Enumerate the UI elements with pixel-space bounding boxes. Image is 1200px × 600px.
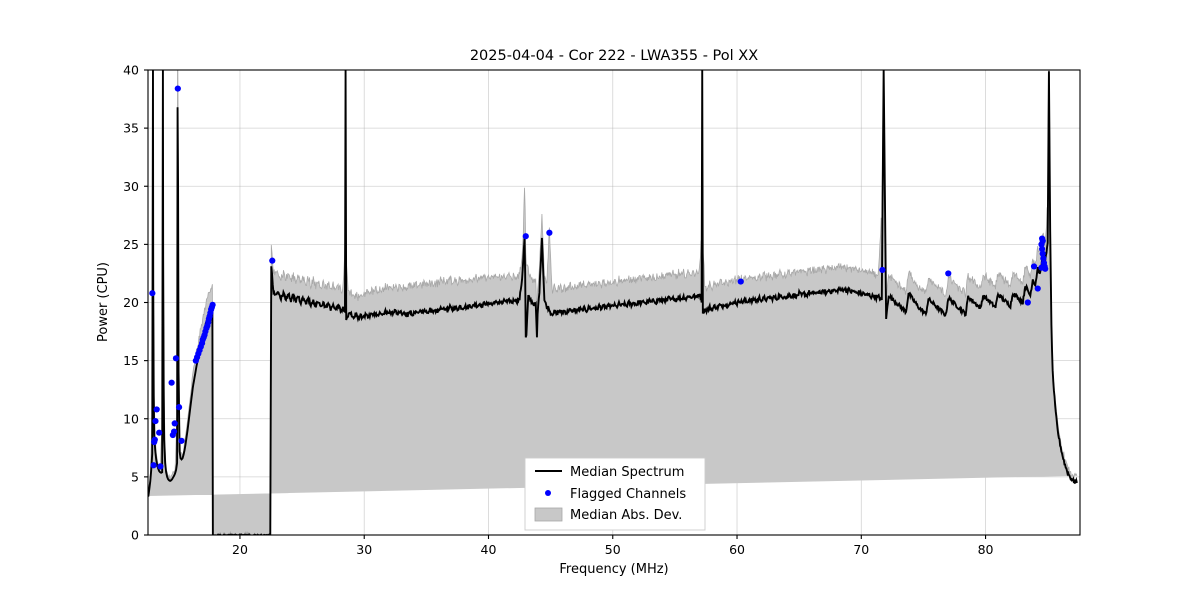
axes-spines: [147, 69, 1081, 536]
y-axis-label: Power (CPU): [96, 262, 111, 342]
median-spectrum-line: [148, 70, 1078, 535]
y-tick-label: 40: [123, 63, 139, 78]
flagged-channel-marker: [1040, 255, 1047, 262]
legend-entry-median-spectrum: Median Spectrum: [535, 465, 684, 480]
flagged-channel-marker: [151, 436, 158, 443]
flagged-channel-marker: [945, 270, 952, 277]
flagged-channel-marker: [879, 266, 886, 274]
flagged-channel-marker: [737, 278, 744, 285]
y-tick-label: 35: [123, 121, 139, 136]
x-tick-label: 50: [605, 542, 621, 557]
median-abs-dev-band: [148, 70, 1077, 535]
flagged-channel-marker: [1039, 235, 1046, 242]
x-tick-label: 60: [729, 542, 745, 557]
flagged-channel-marker: [209, 301, 216, 308]
flagged-channel-marker: [1024, 299, 1031, 306]
flagged-channel-marker: [522, 233, 529, 240]
legend-marker-swatch: [545, 490, 551, 496]
flagged-channel-marker: [153, 406, 160, 413]
flagged-channel-marker: [1038, 264, 1045, 271]
flagged-channel-marker: [149, 290, 156, 297]
flagged-channel-marker: [1034, 285, 1041, 292]
flagged-channel-marker: [171, 428, 178, 435]
flagged-channel-marker: [150, 462, 157, 469]
legend-entry-median-abs-dev: Median Abs. Dev.: [534, 507, 682, 523]
x-axis-label: Frequency (MHz): [559, 562, 668, 577]
x-tick-label: 30: [356, 542, 372, 557]
legend-label-median-spectrum: Median Spectrum: [570, 465, 684, 480]
legend-patch-swatch: [534, 507, 563, 522]
median-abs-dev-edge: [148, 70, 1078, 535]
x-tick-label: 80: [978, 542, 994, 557]
x-tick-labels: 20 30 40 50 60 70 80: [232, 542, 994, 557]
y-tick-label: 5: [131, 469, 139, 484]
axis-ticks: [144, 69, 987, 539]
legend: Median Spectrum Flagged Channels Median …: [524, 457, 706, 531]
y-tick-label: 25: [123, 237, 139, 252]
x-tick-label: 70: [853, 542, 869, 557]
flagged-channel-marker: [178, 437, 185, 444]
flagged-channel-marker: [1030, 263, 1038, 270]
flagged-channel-marker: [172, 355, 180, 362]
y-tick-label: 15: [123, 353, 139, 368]
legend-entry-flagged-channels: Flagged Channels: [545, 487, 686, 502]
flagged-channel-marker: [174, 85, 181, 92]
legend-label-flagged-channels: Flagged Channels: [570, 487, 686, 502]
flagged-channel-marker: [269, 257, 276, 264]
flagged-channel-marker: [1039, 250, 1046, 257]
flagged-channel-marker: [157, 463, 164, 470]
y-tick-labels: 0 5 10 15 20 25 30 35 40: [123, 63, 139, 543]
flagged-channel-marker: [171, 420, 178, 427]
y-tick-label: 30: [123, 179, 139, 194]
flagged-channel-marker: [546, 229, 553, 236]
flagged-channel-marker: [1039, 245, 1046, 253]
chart-title: 2025-04-04 - Cor 222 - LWA355 - Pol XX: [470, 48, 758, 64]
x-tick-label: 20: [232, 542, 248, 557]
flagged-channel-marker: [156, 429, 163, 436]
flagged-channels-markers: [149, 85, 1049, 470]
flagged-channel-marker: [152, 417, 159, 425]
y-tick-label: 0: [131, 528, 139, 543]
flagged-channel-marker: [168, 379, 175, 386]
y-tick-label: 10: [123, 411, 139, 426]
legend-label-median-abs-dev: Median Abs. Dev.: [570, 508, 682, 523]
x-tick-label: 40: [481, 542, 497, 557]
y-tick-label: 20: [123, 295, 139, 310]
flagged-channel-marker: [175, 404, 183, 411]
